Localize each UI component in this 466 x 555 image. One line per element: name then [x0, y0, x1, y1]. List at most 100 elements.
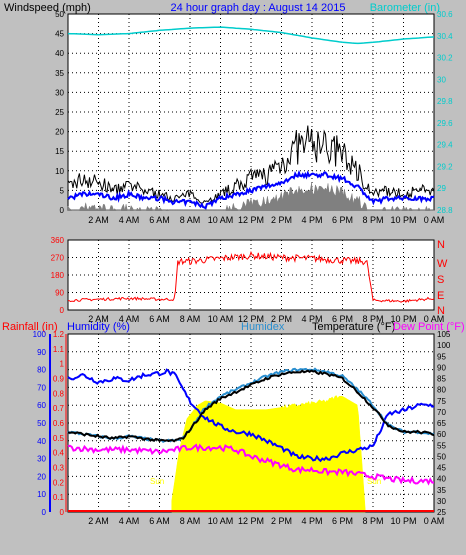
- humidity-axis-title: Humidity (%): [67, 321, 130, 333]
- y-tick-label: 20: [37, 472, 46, 481]
- rainfall-axis-title: Rainfall (in): [2, 321, 58, 333]
- x-tick-label: 8 AM: [180, 516, 201, 526]
- y-tick-label: 1.1: [53, 345, 65, 354]
- x-tick-label: 10 AM: [208, 314, 234, 324]
- x-tick-label: 6 PM: [332, 516, 353, 526]
- x-tick-label: 10 AM: [208, 516, 234, 526]
- humidity-line: [67, 368, 435, 463]
- y-tick-label: 35: [55, 69, 64, 78]
- y-tick-label: 0.1: [53, 493, 65, 502]
- x-tick-label: 4 AM: [119, 215, 140, 225]
- y-tick-label: 30: [55, 88, 64, 97]
- y-tick-label: 1.2: [53, 330, 65, 339]
- y-tick-label: 0.9: [53, 375, 65, 384]
- compass-label: W: [437, 258, 448, 270]
- x-tick-label: 12 PM: [238, 215, 264, 225]
- y-tick-label: 0.7: [53, 404, 65, 413]
- y-tick-label: 0: [42, 508, 47, 517]
- x-tick-label: 8 PM: [362, 314, 383, 324]
- x-tick-label: 10 PM: [390, 215, 416, 225]
- wind-direction-line: [68, 250, 435, 304]
- y-tick-label: 90: [55, 289, 64, 298]
- direction-plot-area: [67, 239, 435, 311]
- y-tick-label: 29: [437, 184, 446, 193]
- humidex-axis-title: Humidex: [241, 321, 285, 333]
- y-tick-label: 0.3: [53, 464, 65, 473]
- dewpoint-axis-title: Dew Point (°F): [393, 321, 465, 333]
- x-tick-label: 2 PM: [271, 215, 292, 225]
- sunrise-label: Sun: [150, 477, 164, 486]
- y-tick-label: 55: [437, 441, 446, 450]
- x-tick-label: 8 PM: [362, 215, 383, 225]
- y-tick-label: 100: [437, 341, 451, 350]
- y-tick-label: 10: [37, 490, 46, 499]
- windspeed-axis-title: Windspeed (mph): [4, 2, 91, 14]
- y-tick-label: 0: [60, 206, 65, 215]
- y-tick-label: 50: [37, 419, 46, 428]
- temperature-axis-title: Temperature (°F): [312, 321, 395, 333]
- y-tick-label: 80: [437, 386, 446, 395]
- x-tick-label: 2 AM: [88, 516, 109, 526]
- compass-label: E: [437, 290, 444, 302]
- sunset-label: Sun: [367, 477, 381, 486]
- y-tick-label: 20: [55, 128, 64, 137]
- y-tick-label: 10: [55, 167, 64, 176]
- y-tick-label: 29.2: [437, 162, 453, 171]
- y-tick-label: 30: [37, 455, 46, 464]
- y-tick-label: 50: [437, 452, 446, 461]
- x-tick-label: 2 AM: [88, 215, 109, 225]
- x-tick-label: 0 AM: [424, 314, 445, 324]
- compass-label: N: [437, 305, 445, 317]
- y-tick-label: 360: [51, 236, 65, 245]
- y-tick-label: 40: [37, 437, 46, 446]
- y-tick-label: 29.8: [437, 97, 453, 106]
- y-tick-label: 90: [37, 348, 46, 357]
- y-tick-label: 180: [51, 271, 65, 280]
- x-tick-label: 12 PM: [238, 516, 264, 526]
- y-tick-label: 30.4: [437, 32, 453, 41]
- y-tick-label: 30: [437, 497, 446, 506]
- x-tick-label: 10 PM: [390, 314, 416, 324]
- y-tick-label: 0: [60, 508, 65, 517]
- y-tick-label: 45: [437, 464, 446, 473]
- x-tick-label: 4 PM: [301, 215, 322, 225]
- x-tick-label: 6 AM: [149, 215, 170, 225]
- dew-point-line: [67, 443, 435, 486]
- y-tick-label: 0.4: [53, 449, 65, 458]
- x-tick-label: 6 AM: [149, 516, 170, 526]
- x-tick-label: 8 AM: [180, 215, 201, 225]
- y-tick-label: 65: [437, 419, 446, 428]
- x-tick-label: 0 AM: [424, 516, 445, 526]
- y-tick-label: 40: [437, 475, 446, 484]
- y-tick-label: 80: [37, 366, 46, 375]
- y-tick-label: 30.6: [437, 10, 453, 19]
- y-tick-label: 0.5: [53, 434, 65, 443]
- compass-label: S: [437, 274, 444, 286]
- x-tick-label: 2 PM: [271, 516, 292, 526]
- wind-plot-area: [67, 13, 435, 211]
- y-tick-label: 45: [55, 30, 64, 39]
- y-tick-label: 105: [437, 330, 451, 339]
- y-tick-label: 40: [55, 49, 64, 58]
- windspeed-low-area: [67, 182, 434, 211]
- y-tick-label: 25: [55, 108, 64, 117]
- x-tick-label: 10 AM: [208, 215, 234, 225]
- y-tick-label: 25: [437, 508, 446, 517]
- x-tick-label: 12 PM: [238, 314, 264, 324]
- x-tick-label: 6 PM: [332, 314, 353, 324]
- barometer-line: [67, 26, 435, 45]
- windspeed-gust-line: [67, 125, 435, 204]
- y-tick-label: 85: [437, 375, 446, 384]
- y-tick-label: 0.6: [53, 419, 65, 428]
- y-tick-label: 50: [55, 10, 64, 19]
- x-tick-label: 0 AM: [424, 215, 445, 225]
- x-tick-label: 4 PM: [301, 516, 322, 526]
- chart-title: 24 hour graph day : August 14 2015: [171, 2, 346, 14]
- x-tick-label: 2 AM: [88, 314, 109, 324]
- x-tick-label: 8 AM: [180, 314, 201, 324]
- y-tick-label: 70: [37, 383, 46, 392]
- y-tick-label: 0: [60, 306, 65, 315]
- y-tick-label: 75: [437, 397, 446, 406]
- y-tick-label: 90: [437, 363, 446, 372]
